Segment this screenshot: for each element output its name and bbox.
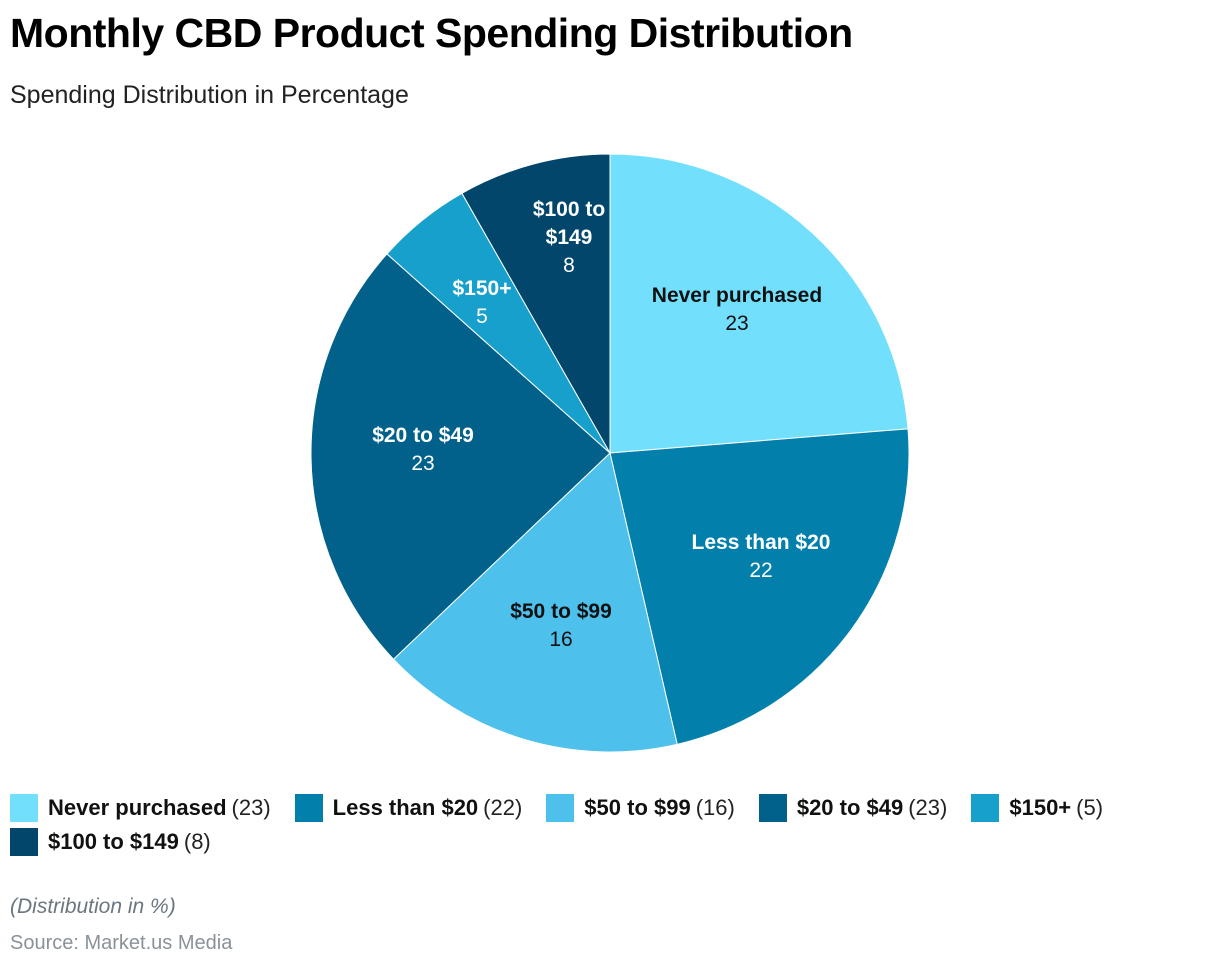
pie-slice-less-than-20 [609, 428, 910, 745]
legend-label: $150+ [1009, 795, 1072, 820]
slice-label-text: $150+ [453, 277, 512, 300]
chart-note: (Distribution in %) [10, 895, 176, 918]
slice-value-text: 16 [549, 628, 572, 651]
slice-data-label-150: $150+ 5 [453, 277, 512, 328]
slice-label-text: Never purchased [652, 284, 822, 307]
legend-value: (8) [183, 829, 211, 854]
slice-value-text: 8 [563, 254, 575, 277]
legend-value: (23) [231, 795, 271, 820]
slice-data-label-20-to-49: $20 to $49 23 [372, 424, 474, 475]
slice-label-text: $149 [546, 226, 593, 249]
slice-value-text: 23 [725, 312, 748, 335]
chart-source: Source: Market.us Media [10, 932, 233, 954]
slice-data-label-100-to-149: $100 to $149 8 [533, 198, 605, 277]
pie-slice-50-to-99 [392, 452, 678, 753]
pie-slice-20-to-49 [310, 253, 611, 660]
legend-item-100-to-149: $100 to $149 (8) [10, 827, 211, 857]
slice-data-label-never-purchased: Never purchased 23 [652, 284, 822, 335]
legend-label: $20 to $49 [796, 795, 904, 820]
pie-chart: Never purchased 23 Less than $20 22 $50 to $… [310, 153, 910, 753]
legend-value: (5) [1076, 795, 1104, 820]
pie-slice-100-to-149 [461, 153, 611, 455]
legend-swatch [294, 794, 323, 822]
chart-subtitle: Spending Distribution in Percentage [10, 81, 409, 109]
legend-label: Less than $20 [332, 795, 479, 820]
slice-data-label-less-than-20: Less than $20 22 [692, 531, 831, 582]
slice-label-text: $20 to $49 [372, 424, 474, 447]
legend-swatch [971, 794, 1000, 822]
legend-swatch [758, 794, 787, 822]
legend-label: Never purchased [48, 795, 227, 820]
legend-value: (22) [483, 795, 523, 820]
slice-value-text: 5 [476, 305, 488, 328]
legend: Never purchased (23) Less than $20 (22) $50 … [10, 793, 1210, 857]
legend-item-150: $150+ (5) [971, 793, 1103, 823]
legend-item-less-than-20: Less than $20 (22) [294, 793, 523, 823]
legend-item-20-to-49: $20 to $49 (23) [758, 793, 948, 823]
legend-item-never-purchased: Never purchased (23) [10, 793, 271, 823]
legend-value: (16) [695, 795, 735, 820]
slice-data-label-50-to-99: $50 to $99 16 [510, 600, 612, 651]
legend-swatch [546, 794, 575, 822]
slice-label-text: $100 to [533, 198, 605, 221]
slice-label-text: Less than $20 [692, 531, 831, 554]
slice-value-text: 23 [411, 452, 434, 475]
pie-slice-never-purchased [609, 153, 909, 454]
legend-value: (23) [908, 795, 948, 820]
legend-label: $50 to $99 [584, 795, 691, 820]
legend-label: $100 to $149 [48, 829, 179, 854]
slice-label-text: $50 to $99 [510, 600, 612, 623]
slice-value-text: 22 [749, 559, 772, 582]
legend-swatch [10, 828, 38, 856]
chart-title: Monthly CBD Product Spending Distributio… [10, 10, 853, 56]
legend-swatch [10, 794, 38, 822]
legend-item-50-to-99: $50 to $99 (16) [546, 793, 735, 823]
